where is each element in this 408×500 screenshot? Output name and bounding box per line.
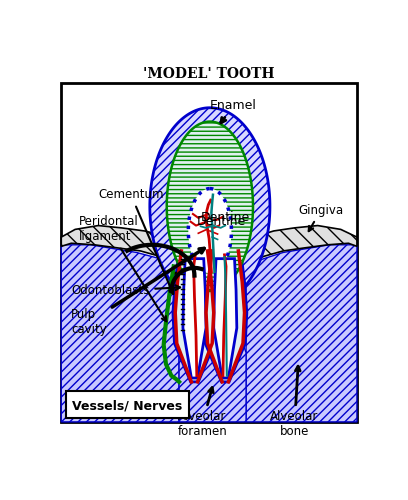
Text: Vessels/ Nerves: Vessels/ Nerves <box>72 399 183 412</box>
Polygon shape <box>204 251 247 382</box>
Polygon shape <box>61 245 179 422</box>
Text: Alveolar
bone: Alveolar bone <box>271 366 319 438</box>
Polygon shape <box>214 258 237 378</box>
Text: Gingiva: Gingiva <box>298 204 344 231</box>
Text: Dentine: Dentine <box>201 212 250 224</box>
Text: Alveolar
foramen: Alveolar foramen <box>177 388 227 438</box>
Text: Pulp
cavity: Pulp cavity <box>71 248 204 336</box>
Text: Enamel: Enamel <box>210 100 256 123</box>
Text: Dentine: Dentine <box>197 215 246 228</box>
Bar <box>61 83 357 422</box>
Polygon shape <box>188 188 231 274</box>
Polygon shape <box>179 310 246 422</box>
Polygon shape <box>150 108 270 305</box>
Text: 'MODEL' TOOTH: 'MODEL' TOOTH <box>143 67 275 81</box>
Polygon shape <box>61 226 179 268</box>
Polygon shape <box>167 122 253 291</box>
Bar <box>66 391 189 418</box>
Polygon shape <box>246 226 357 268</box>
Text: Peridontal
ligament: Peridontal ligament <box>79 216 166 322</box>
Polygon shape <box>173 251 216 382</box>
Text: Odontoblasts: Odontoblasts <box>71 284 180 298</box>
Polygon shape <box>183 258 206 378</box>
Text: Cementum: Cementum <box>98 188 173 294</box>
Polygon shape <box>246 245 357 422</box>
